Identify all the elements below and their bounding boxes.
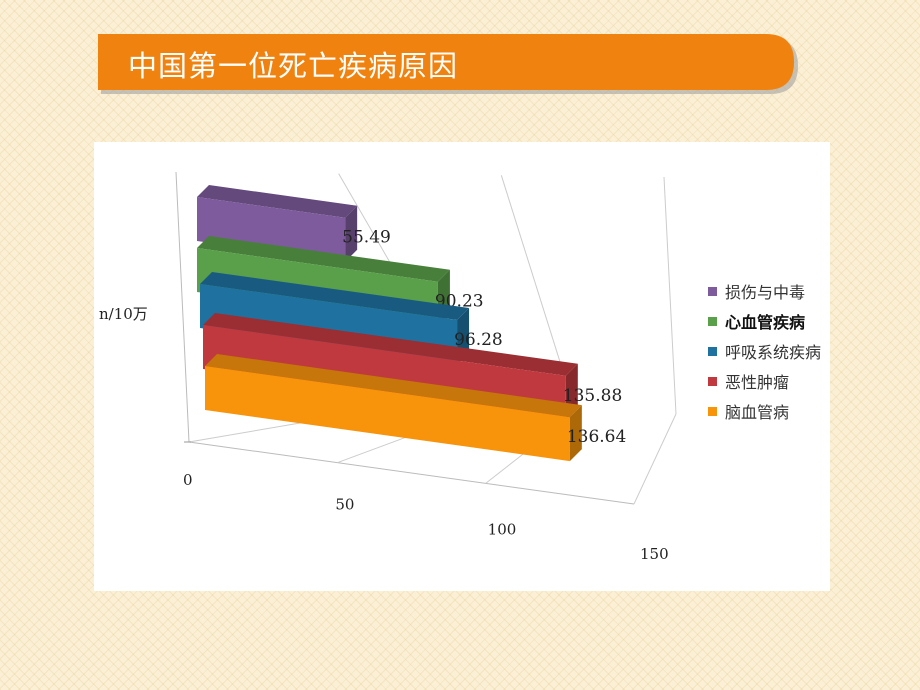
bar-top-face <box>203 313 578 376</box>
x-tick-label: 50 <box>335 496 354 514</box>
bar-top-face <box>197 236 450 282</box>
x-tick-label: 150 <box>640 545 669 563</box>
x-tick-label: 100 <box>488 520 517 538</box>
bar-top-face <box>197 185 358 218</box>
bar-top-face <box>200 272 470 320</box>
legend-item: 恶性肿瘤 <box>725 373 789 392</box>
y-axis-unit-label: n/10万 <box>99 305 148 323</box>
grid-floor-line <box>633 413 677 505</box>
legend-swatch <box>708 407 717 416</box>
data-label: 135.88 <box>563 386 622 406</box>
legend-item: 心血管疾病 <box>725 313 805 332</box>
legend-swatch <box>708 377 717 386</box>
x-tick-label: 0 <box>183 471 193 489</box>
bar-4 <box>205 366 570 462</box>
page-title: 中国第一位死亡疾病原因 <box>128 49 459 83</box>
slide-title-bar: 中国第一位死亡疾病原因 <box>98 34 798 94</box>
legend-item: 呼吸系统疾病 <box>725 343 821 362</box>
bar-end-face <box>569 405 582 462</box>
chart-panel: 0 50 100 150 55.49 90.23 96.28 135.88 136.64 n/10… <box>94 142 830 591</box>
data-label: 96.28 <box>454 330 503 350</box>
bar-end-face <box>345 205 358 262</box>
bar-top-face <box>205 354 582 418</box>
axis-wall-left <box>175 171 190 443</box>
data-label: 55.49 <box>342 228 391 248</box>
grid-wall-line <box>663 176 677 415</box>
axis-floor-front <box>188 441 635 505</box>
bar-chart-3d: 05010015055.4990.2396.28135.88136.64n/10… <box>99 171 821 563</box>
legend-item: 脑血管病 <box>725 403 789 422</box>
legend-item: 损伤与中毒 <box>725 283 805 302</box>
title-banner-shape <box>98 34 798 94</box>
data-label: 136.64 <box>567 427 626 447</box>
legend-swatch <box>708 317 717 326</box>
legend-swatch <box>708 347 717 356</box>
legend-swatch <box>708 287 717 296</box>
